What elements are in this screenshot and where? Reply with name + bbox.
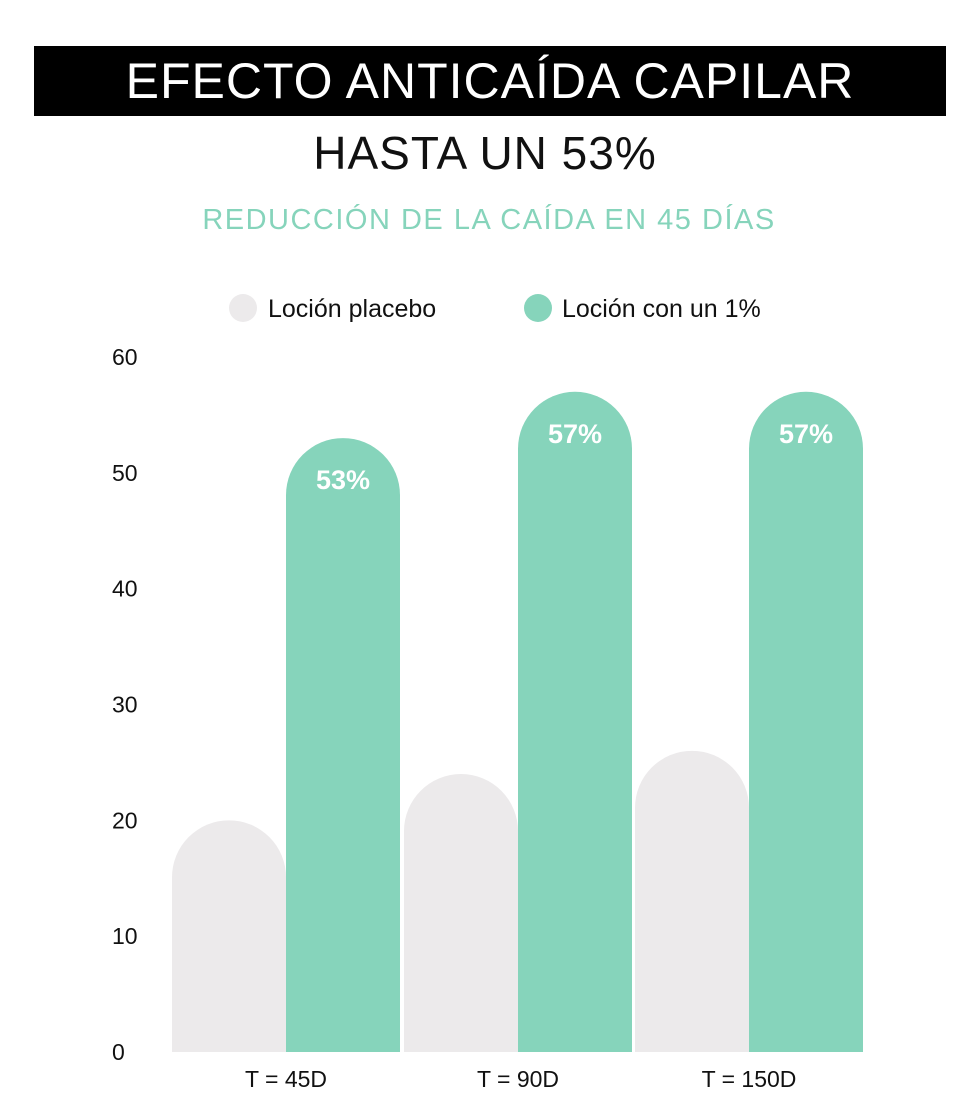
x-tick-label: T = 45D xyxy=(245,1066,327,1092)
y-tick-label: 0 xyxy=(112,1039,125,1065)
bar-treatment xyxy=(518,391,632,1052)
x-tick-label: T = 150D xyxy=(702,1066,797,1092)
x-axis: T = 45D T = 90D T = 150D xyxy=(245,1066,796,1092)
legend-label: Loción con un 1% xyxy=(562,295,761,323)
chart-subtitle: HASTA UN 53% xyxy=(313,127,657,179)
y-tick-label: 40 xyxy=(112,576,138,602)
y-tick-label: 20 xyxy=(112,807,138,833)
chart-title: EFECTO ANTICAÍDA CAPILAR xyxy=(125,53,855,109)
bar-placebo xyxy=(172,820,286,1052)
y-tick-label: 10 xyxy=(112,923,138,949)
data-label: 53% xyxy=(316,465,370,495)
bar-placebo xyxy=(404,774,518,1052)
y-tick-label: 60 xyxy=(112,344,138,370)
x-tick-label: T = 90D xyxy=(477,1066,559,1092)
data-label: 57% xyxy=(548,419,602,449)
data-label: 57% xyxy=(779,419,833,449)
bars: 53% 57% 57% xyxy=(172,391,863,1052)
chart-caption: REDUCCIÓN DE LA CAÍDA EN 45 DÍAS xyxy=(202,204,776,236)
bar-placebo xyxy=(635,750,749,1052)
legend: Loción placebo Loción con un 1% xyxy=(229,294,761,323)
bar-treatment xyxy=(286,438,400,1052)
bar-treatment xyxy=(749,391,863,1052)
title-banner: EFECTO ANTICAÍDA CAPILAR xyxy=(34,46,946,116)
y-tick-label: 50 xyxy=(112,460,138,486)
legend-label: Loción placebo xyxy=(268,295,436,323)
legend-swatch xyxy=(229,294,257,322)
y-axis: 0 10 20 30 40 50 60 xyxy=(112,344,138,1065)
legend-swatch xyxy=(524,294,552,322)
y-tick-label: 30 xyxy=(112,692,138,718)
